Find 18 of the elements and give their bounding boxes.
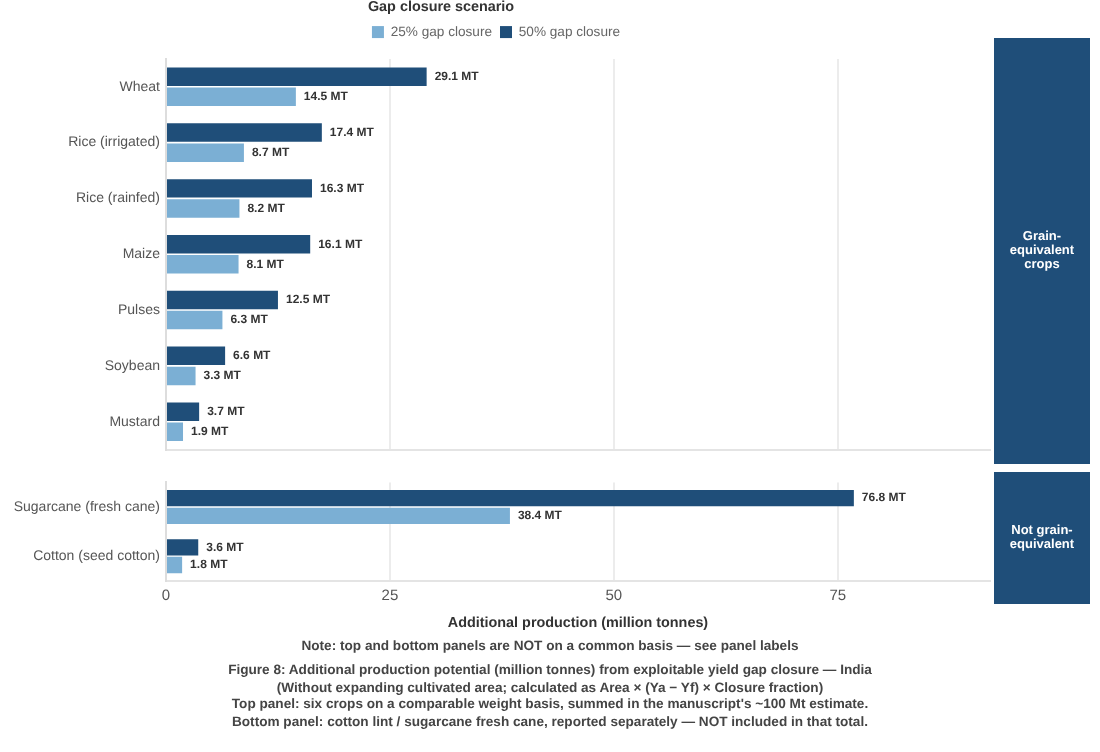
bar [167,310,223,330]
bar [167,290,278,310]
bar [167,346,226,366]
bar [167,234,311,254]
bar [167,422,184,441]
bar [167,67,427,86]
bar [167,255,239,274]
bar [167,123,322,142]
bar [167,507,510,524]
bar [167,143,244,162]
bar [167,199,240,218]
bar [167,366,196,386]
bar [167,402,200,421]
bar [167,556,183,574]
bar [167,539,199,556]
bar [167,489,854,507]
bar [167,179,312,198]
bar [167,87,296,107]
